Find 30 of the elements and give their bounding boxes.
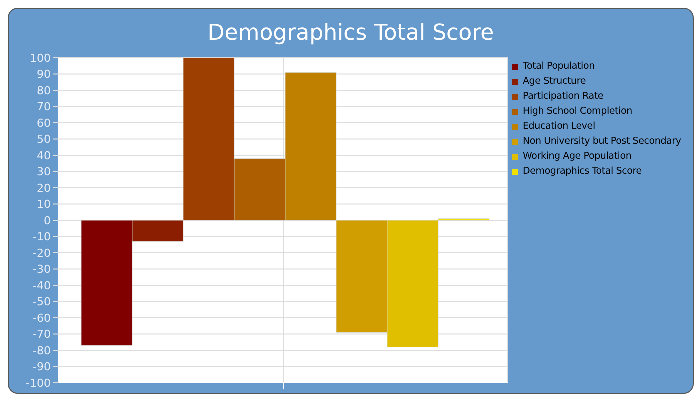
y-tick-label: 20 bbox=[37, 182, 51, 195]
y-tick-label: 80 bbox=[37, 84, 51, 98]
y-tick-label: -80 bbox=[33, 344, 51, 358]
legend-label: Demographics Total Score bbox=[523, 165, 642, 179]
y-tick-label: -90 bbox=[33, 360, 51, 374]
y-tick-label: 60 bbox=[37, 116, 51, 130]
y-tick-label: 0 bbox=[44, 214, 51, 228]
y-tick-label: 30 bbox=[37, 166, 51, 179]
y-tick-label: 40 bbox=[37, 149, 51, 162]
legend-label: Working Age Population bbox=[523, 150, 632, 164]
y-tick-label: -40 bbox=[33, 279, 51, 292]
y-tick-label: -50 bbox=[33, 296, 51, 309]
y-tick-label: 50 bbox=[37, 133, 51, 146]
legend-label: Participation Rate bbox=[523, 90, 604, 104]
y-tick-label: 70 bbox=[37, 100, 51, 114]
legend-label: Non University but Post Secondary bbox=[523, 135, 682, 149]
y-tick-label: -10 bbox=[33, 230, 51, 244]
legend-label: Total Population bbox=[523, 60, 595, 74]
y-tick-label: -100 bbox=[26, 376, 51, 390]
y-tick-label: -30 bbox=[33, 263, 51, 276]
y-tick-label: 100 bbox=[30, 52, 51, 65]
chart-title: Demographics Total Score bbox=[206, 21, 496, 46]
y-tick-label: 90 bbox=[37, 68, 51, 82]
y-tick-label: 10 bbox=[37, 198, 51, 212]
y-tick-label: -60 bbox=[33, 312, 51, 325]
y-tick-label: -20 bbox=[33, 246, 51, 260]
legend-label: Age Structure bbox=[523, 75, 586, 89]
y-tick-label: -70 bbox=[33, 328, 51, 342]
legend-label: Education Level bbox=[523, 120, 596, 134]
legend-label: High School Completion bbox=[523, 105, 632, 119]
